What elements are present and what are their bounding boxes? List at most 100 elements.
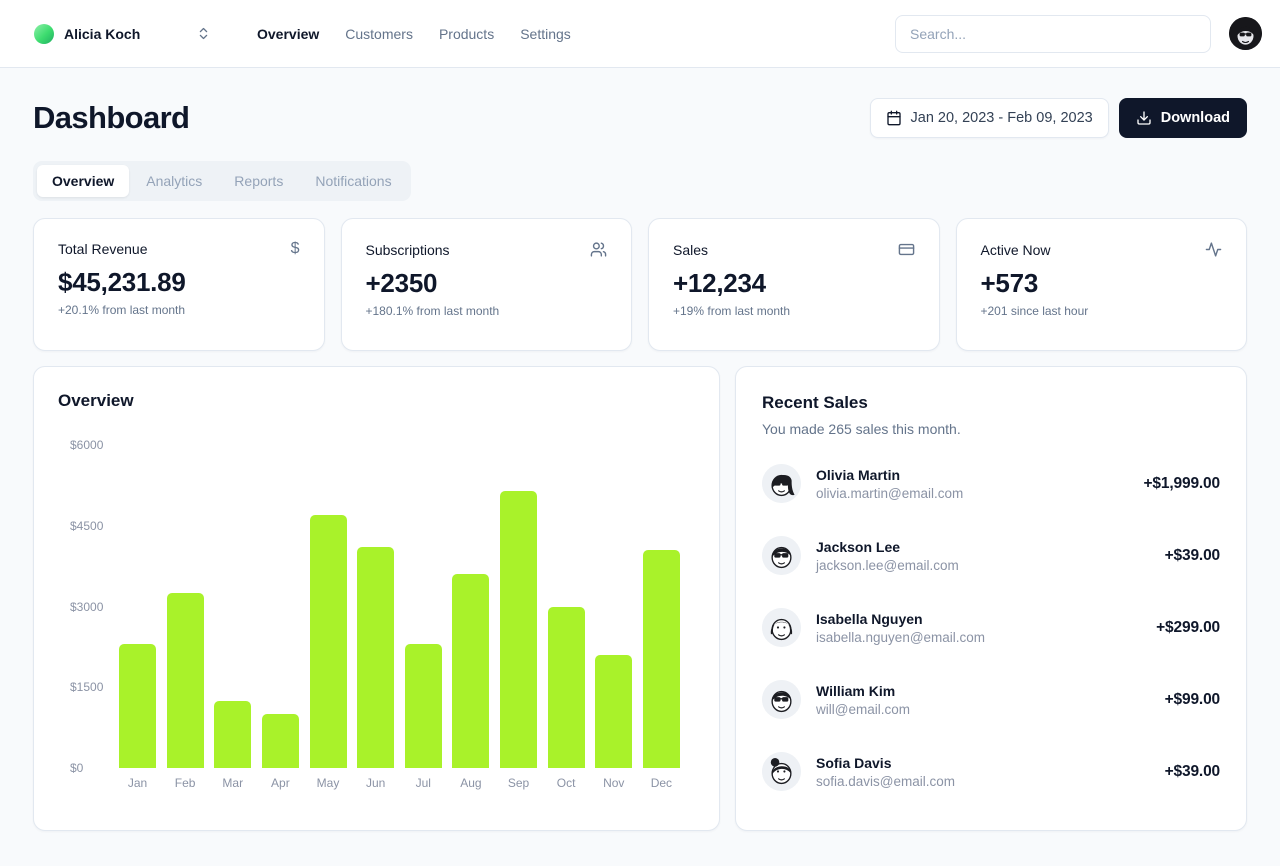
date-range-picker[interactable]: Jan 20, 2023 - Feb 09, 2023 [869,98,1109,138]
customer-email: sofia.davis@email.com [816,773,956,789]
stat-title: Total Revenue [58,241,148,257]
download-label: Download [1160,110,1230,126]
team-switcher[interactable]: Alicia Koch [30,16,215,52]
x-tick-label: Nov [603,776,625,790]
revenue-bar-chart: $6000 $4500 $3000 $1500 $0 Jan Feb Mar Apr May Ju… [58,438,695,803]
chevrons-up-down-icon [196,26,211,41]
bar-feb [166,593,204,768]
sale-row: Isabella Nguyen isabella.nguyen@email.co… [762,608,1220,647]
users-icon [590,241,607,258]
stats-grid: Total Revenue $ $45,231.89 +20.1% from l… [33,218,1247,351]
search-input[interactable] [895,14,1211,53]
x-tick-label: Dec [650,776,673,790]
stat-note: +201 since last hour [980,304,1089,318]
tab-overview[interactable]: Overview [37,165,130,197]
bar-jan [119,644,156,768]
sale-amount: +$39.00 [1164,762,1221,780]
bar-slot-feb: Feb [166,445,204,790]
sale-row: Sofia Davis sofia.davis@email.com +$39.0… [762,752,1220,791]
bar-slot-nov: Nov [595,445,633,790]
nav-link-settings[interactable]: Settings [520,25,571,42]
bar-may [309,514,347,768]
recent-sales-subtitle: You made 265 sales this month. [762,421,961,437]
bar-apr [261,714,299,768]
x-tick-label: May [316,776,340,790]
stat-card-active-now: Active Now +573 +201 since last hour [955,218,1247,351]
sale-amount: +$1,999.00 [1143,474,1221,492]
recent-sales-list: Olivia Martin olivia.martin@email.com +$… [762,464,1220,791]
page-title: Dashboard [33,100,190,135]
stat-title: Sales [673,241,709,258]
bar-jul [404,644,442,768]
stat-note: +19% from last month [673,304,791,318]
stat-value: $45,231.89 [58,267,186,297]
team-logo-icon [34,23,54,44]
tab-notifications[interactable]: Notifications [300,165,406,197]
download-button[interactable]: Download [1118,98,1247,138]
nav-link-products[interactable]: Products [438,25,495,42]
bar-slot-jun: Jun [357,445,395,790]
customer-avatar [762,464,801,503]
customer-email: isabella.nguyen@email.com [816,629,986,645]
y-tick-label: $4500 [70,518,104,533]
customer-email: will@email.com [816,701,910,717]
stat-card-total-revenue: Total Revenue $ $45,231.89 +20.1% from l… [33,218,325,351]
tab-analytics[interactable]: Analytics [131,165,217,197]
overview-chart-card: Overview $6000 $4500 $3000 $1500 $0 Jan Feb Ma… [33,366,720,831]
customer-email: olivia.martin@email.com [816,485,964,501]
customer-avatar [762,680,801,719]
stat-card-sales: Sales +12,234 +19% from last month [648,218,940,351]
stat-value: +12,234 [673,268,766,298]
user-avatar-face-icon [1229,17,1262,50]
activity-icon [1205,241,1222,258]
customer-name: Olivia Martin [816,466,901,483]
x-tick-label: Mar [222,776,244,790]
bar-dec [642,549,680,768]
x-tick-label: Jul [415,776,431,790]
bar-slot-may: May [309,445,347,790]
bar-aug [452,574,490,768]
customer-name: William Kim [816,682,896,699]
bar-slot-jan: Jan [119,445,156,790]
chart-y-axis: $6000 $4500 $3000 $1500 $0 [70,438,118,775]
y-tick-label: $1500 [70,680,104,695]
calendar-icon [886,110,902,126]
bar-mar [214,700,252,768]
sale-amount: +$99.00 [1164,690,1221,708]
x-tick-label: Apr [271,776,290,790]
y-tick-label: $6000 [70,438,104,452]
sale-amount: +$39.00 [1164,546,1221,564]
user-menu-avatar[interactable] [1229,17,1262,50]
bar-slot-dec: Dec [642,445,680,790]
bar-oct [547,606,585,768]
bar-slot-jul: Jul [404,445,442,790]
bar-slot-mar: Mar [214,445,252,790]
bar-nov [595,654,633,768]
customer-avatar [762,536,801,575]
y-tick-label: $3000 [70,599,104,614]
customer-name: Jackson Lee [816,538,901,555]
sale-amount: +$299.00 [1156,618,1220,636]
chart-title: Overview [58,391,134,410]
stat-value: +2350 [365,268,438,298]
team-name: Alicia Koch [64,25,141,42]
x-tick-label: Jan [127,776,148,790]
stat-note: +20.1% from last month [58,303,186,317]
nav-link-customers[interactable]: Customers [345,25,413,42]
bar-sep [500,490,537,768]
recent-sales-card: Recent Sales You made 265 sales this mon… [735,366,1247,831]
bar-slot-sep: Sep [500,445,537,790]
bar-slot-oct: Oct [547,445,585,790]
stat-title: Active Now [980,241,1051,258]
bar-slot-aug: Aug [452,445,490,790]
customer-email: jackson.lee@email.com [816,557,959,573]
bar-plot: Jan Feb Mar Apr May Jun Jul Aug Sep Oct Nov Dec [119,445,680,790]
nav-link-overview[interactable]: Overview [257,25,320,42]
customer-name: Isabella Nguyen [816,610,923,627]
stat-value: +573 [980,268,1039,298]
dollar-sign-icon: $ [290,240,300,257]
x-tick-label: Jun [365,776,386,790]
dashboard-tabs: Overview Analytics Reports Notifications [33,161,411,201]
main-nav: Overview Customers Products Settings [257,26,571,42]
tab-reports[interactable]: Reports [219,165,298,197]
